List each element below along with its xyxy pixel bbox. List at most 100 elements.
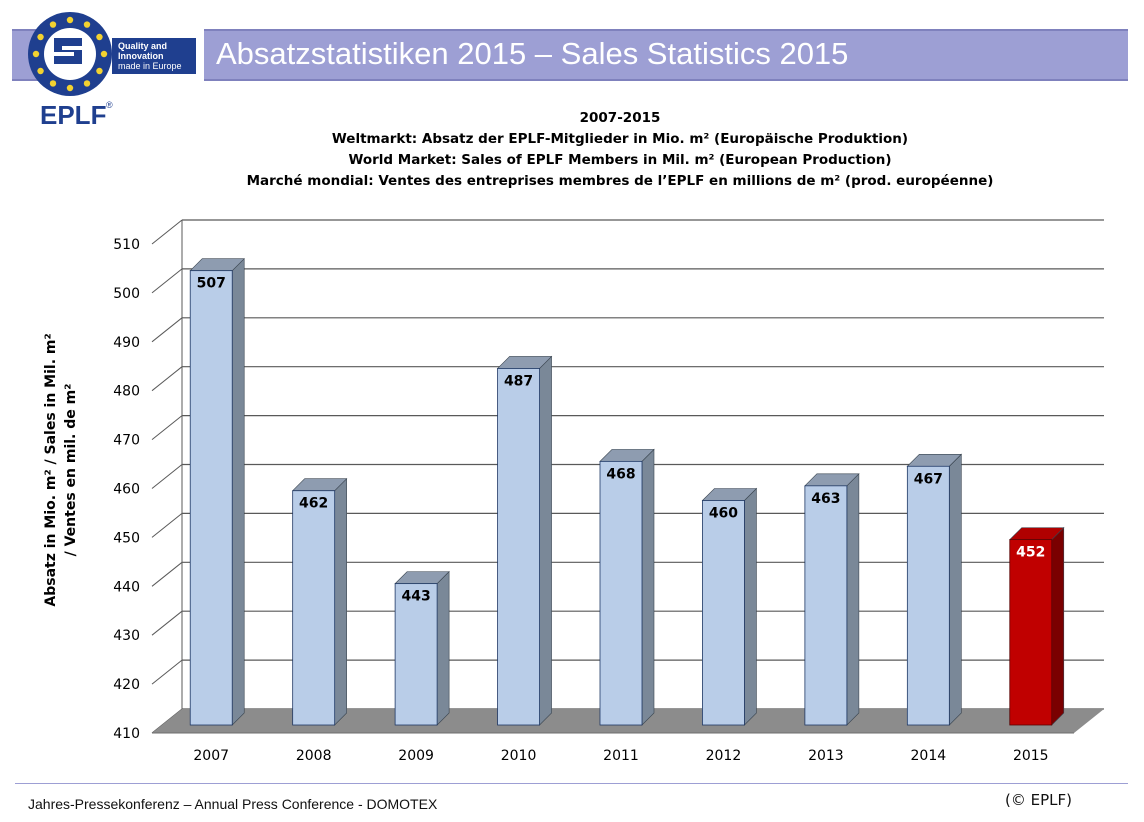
logo-tagline-3: made in Europe [118,61,182,71]
bar-front [497,368,540,726]
y-axis-label-line-2: / Ventes en mil. de m² [63,384,79,557]
bar-side [231,257,245,726]
y-tick-label: 430 [113,628,140,644]
footer-copyright: (© EPLF) [1005,791,1072,809]
logo-brand: EPLF [40,100,106,130]
data-label: 443 [401,589,430,605]
bar-side [1051,526,1065,726]
logo-star-icon [37,33,44,41]
gridline-side [151,561,183,587]
logo-star-icon [66,84,74,92]
logo-star-icon [37,67,44,75]
x-ticks-layer: 2007 2008 2009 2010 2011 2012 2013 2014 2015 [193,748,1048,764]
logo-tagline-1: Quality and [118,41,167,51]
gridline-side [151,219,183,245]
logo-star-icon [49,80,57,87]
bar-2007 [189,257,245,726]
bar-2008 [291,477,348,726]
header-band: Absatzstatistiken 2015 – Sales Statistic… [204,29,1128,81]
y-tick-label: 440 [113,579,140,595]
logo-registered: ® [106,100,113,110]
y-axis-label-line-1: Absatz in Mio. m² / Sales in Mil. m² [43,333,59,606]
logo-star-icon [66,16,74,24]
x-tick-label: 2007 [193,748,229,764]
bar-front [1009,539,1053,726]
bar-2013 [804,473,860,726]
bar-side [436,570,450,726]
logo-star-icon [83,21,91,28]
gridline-side [151,610,183,636]
data-label: 463 [811,491,840,507]
footer-text: Jahres-Pressekonferenz – Annual Press Co… [28,796,438,812]
data-label: 468 [606,466,635,482]
x-tick-label: 2008 [296,748,332,764]
y-tick-label: 460 [113,482,140,498]
gridline-side [151,659,183,685]
footer-divider [15,783,1128,784]
chart-title-block: 2007-2015 Weltmarkt: Absatz der EPLF-Mit… [200,108,1040,192]
logo-tagline-2: Innovation [118,51,164,61]
y-tick-label: 500 [113,286,140,302]
data-label: 460 [709,506,738,522]
bar-side [539,355,552,726]
bar-front [599,460,643,726]
bar-front [906,465,950,726]
y-tick-label: 410 [113,726,140,742]
y-tick-label: 420 [113,677,140,693]
bar-front [292,490,336,726]
bar-2015 [1009,526,1065,726]
bar-2014 [906,453,963,726]
page-title: Absatzstatistiken 2015 – Sales Statistic… [216,36,849,71]
chart-title-line-1: 2007-2015 [579,110,661,126]
eplf-logo: Quality and Innovation made in Europe EP… [28,12,196,130]
x-tick-label: 2014 [911,748,947,764]
bar-front [189,270,233,726]
chart-title-line-4: Marché mondial: Ventes des entreprises m… [246,173,994,189]
logo-star-icon [83,80,91,87]
gridline-side [151,415,183,440]
gridline-side [151,513,183,538]
data-label: 462 [299,496,328,512]
y-tick-label: 480 [113,384,140,400]
logo-star-icon [32,50,40,58]
data-label: 487 [504,373,533,389]
star-ring-icon [32,16,108,92]
x-tick-label: 2010 [501,748,537,764]
bar-side [334,477,347,726]
bar-side [744,487,757,726]
x-tick-label: 2015 [1013,748,1049,764]
bars-layer [189,257,1065,726]
data-label: 467 [914,471,943,487]
chart-title-line-3: World Market: Sales of EPLF Members in M… [348,152,892,168]
bar-2009 [394,570,450,726]
y-tick-label: 450 [113,530,140,546]
gridline-side [151,317,183,343]
logo-star-icon [100,50,108,58]
bar-2011 [599,448,655,726]
epl-mark-icon [54,38,82,64]
data-label: 452 [1016,545,1045,561]
bar-2012 [701,487,758,726]
logo-star-icon [96,33,103,41]
logo-star-icon [96,67,103,75]
bar-front [702,500,745,726]
bar-front [394,583,438,726]
bar-front [804,485,848,726]
x-tick-label: 2012 [706,748,742,764]
data-label: 507 [197,276,226,292]
logo-star-icon [49,21,57,28]
y-ticks-layer: 410 420 430 440 450 460 470 480 490 500 510 [113,237,140,742]
gridline-side [151,366,183,392]
y-axis-label: Absatz in Mio. m² / Sales in Mil. m² / V… [43,333,79,606]
x-tick-label: 2011 [603,748,639,764]
y-tick-label: 510 [113,237,140,253]
bar-side [641,448,655,726]
bar-2010 [496,355,553,726]
gridline-side [151,268,183,294]
labels-layer: 507 462 443 487 468 460 463 467 452 [197,276,1046,605]
chart-title-line-2: Weltmarkt: Absatz der EPLF-Mitglieder in… [331,131,909,147]
y-tick-label: 470 [113,433,140,449]
bar-side [949,453,962,726]
bar-side [846,473,860,726]
